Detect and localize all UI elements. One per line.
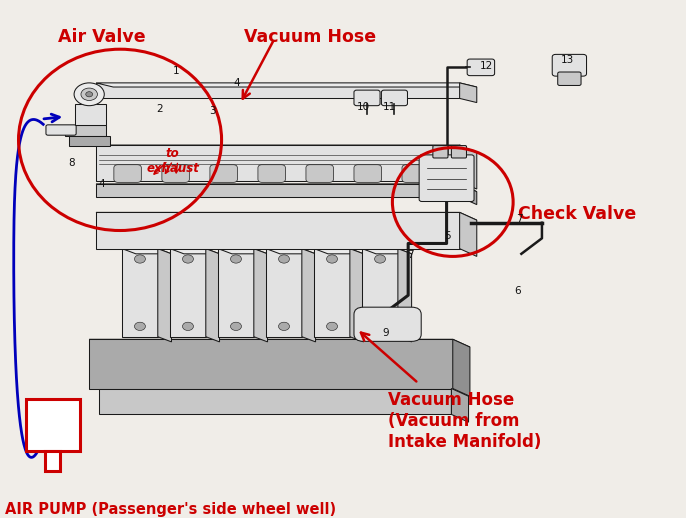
Circle shape (134, 255, 145, 263)
Text: 5: 5 (445, 231, 451, 241)
Circle shape (327, 255, 338, 263)
Circle shape (182, 322, 193, 330)
Polygon shape (314, 249, 364, 254)
Polygon shape (362, 249, 398, 337)
Text: Vacuum Hose: Vacuum Hose (244, 28, 376, 47)
FancyBboxPatch shape (306, 165, 333, 182)
FancyBboxPatch shape (354, 165, 381, 182)
Polygon shape (266, 249, 316, 254)
Polygon shape (350, 249, 364, 342)
Circle shape (86, 92, 93, 97)
FancyBboxPatch shape (354, 90, 380, 106)
Polygon shape (96, 212, 477, 220)
Polygon shape (314, 249, 350, 337)
Text: 7: 7 (407, 250, 414, 260)
FancyBboxPatch shape (210, 165, 237, 182)
Polygon shape (96, 83, 477, 87)
Polygon shape (302, 249, 316, 342)
Polygon shape (362, 249, 412, 254)
Text: 9: 9 (383, 327, 390, 338)
Polygon shape (158, 249, 172, 342)
FancyBboxPatch shape (258, 165, 285, 182)
Polygon shape (218, 249, 268, 254)
FancyBboxPatch shape (419, 155, 474, 202)
Circle shape (81, 88, 97, 100)
Polygon shape (75, 104, 106, 125)
Text: Vacuum Hose
(Vacuum from
Intake Manifold): Vacuum Hose (Vacuum from Intake Manifold… (388, 391, 541, 451)
Polygon shape (460, 145, 477, 189)
Polygon shape (254, 249, 268, 342)
FancyBboxPatch shape (433, 146, 448, 158)
Circle shape (279, 322, 289, 330)
Circle shape (327, 322, 338, 330)
FancyBboxPatch shape (46, 125, 76, 135)
Polygon shape (451, 388, 469, 422)
Text: 7: 7 (516, 214, 523, 224)
Text: Air Valve: Air Valve (58, 28, 146, 47)
Text: 11: 11 (383, 102, 396, 112)
Polygon shape (96, 184, 460, 197)
Polygon shape (122, 249, 172, 254)
Polygon shape (398, 249, 412, 342)
Polygon shape (170, 249, 220, 254)
Text: 8: 8 (69, 158, 75, 168)
Polygon shape (65, 125, 106, 136)
Text: to
exhaust: to exhaust (146, 147, 200, 175)
Polygon shape (99, 388, 451, 414)
Circle shape (134, 322, 145, 330)
Text: 2: 2 (156, 104, 163, 114)
Polygon shape (96, 83, 460, 98)
Polygon shape (96, 212, 460, 249)
Text: 10: 10 (357, 102, 370, 112)
Circle shape (230, 322, 241, 330)
Polygon shape (460, 83, 477, 103)
Text: 1: 1 (173, 66, 180, 77)
Polygon shape (96, 184, 477, 192)
Polygon shape (460, 184, 477, 205)
Text: 4: 4 (98, 179, 105, 189)
FancyBboxPatch shape (451, 146, 466, 158)
Polygon shape (89, 339, 470, 347)
Polygon shape (170, 249, 206, 337)
Text: 6: 6 (514, 286, 521, 296)
Text: 4: 4 (233, 78, 240, 88)
FancyBboxPatch shape (381, 90, 407, 106)
Circle shape (375, 255, 386, 263)
Polygon shape (89, 339, 453, 388)
Circle shape (182, 255, 193, 263)
Text: 12: 12 (480, 61, 493, 71)
FancyBboxPatch shape (114, 165, 141, 182)
FancyBboxPatch shape (558, 72, 581, 85)
Text: AIR PUMP (Passenger's side wheel well): AIR PUMP (Passenger's side wheel well) (5, 502, 337, 517)
Polygon shape (206, 249, 220, 342)
Polygon shape (218, 249, 254, 337)
FancyBboxPatch shape (467, 59, 495, 76)
Polygon shape (96, 145, 477, 153)
Polygon shape (453, 339, 470, 396)
FancyBboxPatch shape (402, 165, 429, 182)
FancyBboxPatch shape (162, 165, 189, 182)
Polygon shape (96, 145, 460, 181)
Polygon shape (266, 249, 302, 337)
Text: Check Valve: Check Valve (518, 205, 636, 223)
Circle shape (74, 83, 104, 106)
FancyBboxPatch shape (552, 54, 587, 76)
Polygon shape (460, 212, 477, 256)
Circle shape (279, 255, 289, 263)
Circle shape (230, 255, 241, 263)
FancyBboxPatch shape (354, 307, 421, 341)
Polygon shape (122, 249, 158, 337)
Polygon shape (69, 136, 110, 146)
FancyBboxPatch shape (26, 399, 80, 451)
Text: 13: 13 (560, 54, 573, 65)
FancyBboxPatch shape (45, 451, 60, 471)
Circle shape (375, 322, 386, 330)
Text: 3: 3 (209, 106, 216, 117)
